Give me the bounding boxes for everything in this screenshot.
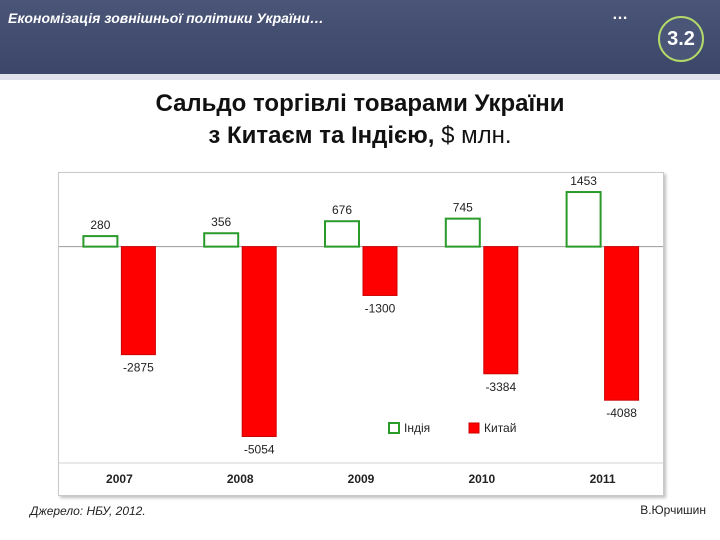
header-title: Економізація зовнішньої політики України… [8,10,324,26]
footer-source: Джерело: НБУ, 2012. [30,504,146,518]
data-label-india-2008: 356 [211,215,231,229]
data-label-india-2010: 745 [453,201,473,215]
header-strip [0,74,720,80]
header-dots: … [612,6,629,23]
data-label-china-2009: -1300 [365,301,396,315]
slide-title: Сальдо торгівлі товарами України з Китає… [0,88,720,152]
data-label-india-2011: 1453 [570,174,597,188]
slide-title-line2-wrap: з Китаєм та Індією, $ млн. [0,120,720,152]
category-label-2010: 2010 [468,472,495,486]
category-label-2008: 2008 [227,472,254,486]
legend-swatch-india [388,422,400,434]
data-label-india-2009: 676 [332,203,352,217]
chart-container: 280 -2875 2007 356 -5054 2008 676 -1300 2009 745 -… [58,172,664,496]
category-label-2007: 2007 [106,472,133,486]
bar-china-2011 [604,246,640,401]
category-label-2011: 2011 [590,472,616,486]
legend-label-india: Індія [404,421,430,435]
trade-balance-chart: 280 -2875 2007 356 -5054 2008 676 -1300 2009 745 -… [59,174,663,486]
slide-title-unit: $ млн. [441,122,512,149]
footer-author: В.Юрчишин [640,503,706,517]
slide-number-badge: 3.2 [658,16,704,62]
legend-label-china: Китай [484,421,516,435]
bar-india-2010 [444,217,481,248]
bar-india-2007 [82,235,119,248]
data-label-china-2010: -3384 [485,380,516,394]
legend-swatch-china [468,422,480,434]
bar-india-2011 [565,191,602,248]
data-label-china-2011: -4088 [606,406,637,420]
data-label-india-2007: 280 [90,218,110,232]
bar-india-2008 [203,232,240,248]
bar-china-2009 [362,246,398,296]
bar-china-2010 [483,246,519,375]
category-label-2009: 2009 [348,472,375,486]
header-bar [0,0,720,74]
data-label-china-2007: -2875 [123,361,154,375]
bar-india-2009 [324,220,360,248]
data-label-china-2008: -5054 [244,442,275,456]
bar-china-2007 [120,246,156,356]
slide-title-line1: Сальдо торгівлі товарами України [155,90,565,117]
slide-title-line2: з Китаєм та Індією, [208,122,435,149]
bar-china-2008 [241,246,277,437]
